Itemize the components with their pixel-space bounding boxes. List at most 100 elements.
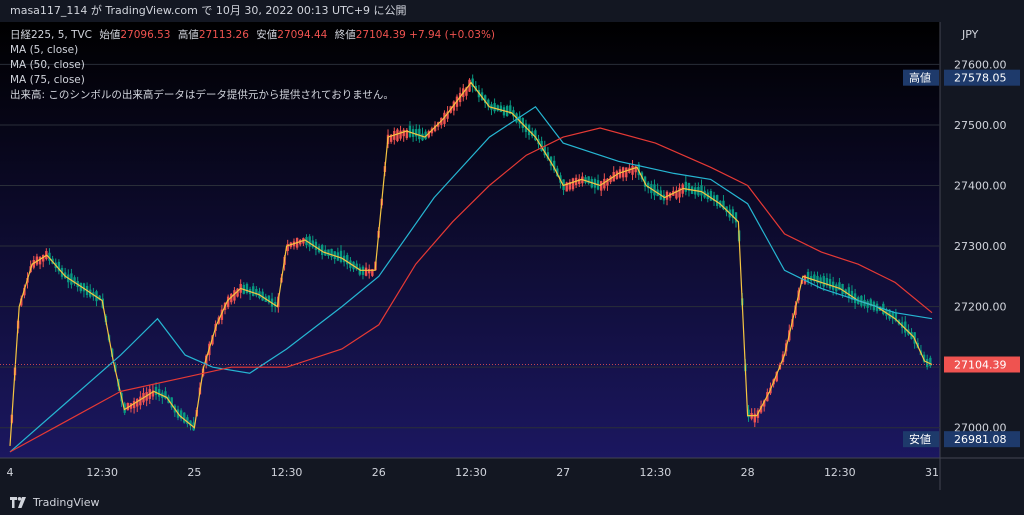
ma-line-0 bbox=[9, 81, 933, 446]
time-tick-1: 12:30 bbox=[86, 466, 118, 479]
candle-body bbox=[389, 134, 393, 142]
time-tick-5: 12:30 bbox=[455, 466, 487, 479]
candle-body bbox=[552, 160, 556, 171]
candle-body bbox=[320, 245, 324, 255]
candle-body bbox=[73, 277, 76, 284]
candle-body bbox=[157, 389, 161, 397]
ma75-legend[interactable]: MA (75, close) bbox=[10, 74, 85, 86]
candle-body bbox=[308, 236, 311, 247]
candle-body bbox=[838, 282, 841, 291]
candle-body bbox=[483, 95, 487, 103]
open-label: 始値 bbox=[99, 29, 121, 41]
candle-body bbox=[847, 287, 851, 298]
candle-body bbox=[355, 263, 358, 270]
candle-body bbox=[562, 179, 565, 190]
candle-body bbox=[775, 371, 778, 382]
candle-body bbox=[762, 400, 766, 407]
candle-body bbox=[665, 191, 669, 200]
low-label: 安値 bbox=[256, 29, 278, 41]
candle-body bbox=[543, 145, 546, 156]
candle-body bbox=[415, 129, 418, 137]
candle-body bbox=[518, 116, 521, 124]
candle-body bbox=[521, 117, 525, 128]
candle-body bbox=[753, 413, 756, 423]
candle-body bbox=[747, 409, 750, 418]
candle-body bbox=[512, 110, 515, 117]
candle-body bbox=[603, 178, 606, 189]
candle-body bbox=[465, 87, 468, 96]
candle-body bbox=[186, 417, 189, 425]
time-tick-6: 27 bbox=[556, 466, 570, 479]
candle-body bbox=[98, 295, 101, 301]
candle-body bbox=[835, 284, 838, 292]
candle-body bbox=[330, 248, 333, 258]
candle-body bbox=[405, 129, 409, 139]
change-value: +7.94 (+0.03%) bbox=[409, 29, 496, 41]
candle-body bbox=[509, 105, 512, 114]
candle-body bbox=[904, 321, 907, 333]
candle-body bbox=[922, 354, 926, 362]
candle-body bbox=[286, 243, 289, 251]
candle-body bbox=[346, 255, 349, 265]
candle-body bbox=[734, 212, 738, 223]
candle-body bbox=[722, 200, 725, 210]
candle-body bbox=[20, 298, 23, 306]
close-value: 27104.39 bbox=[355, 29, 406, 41]
time-tick-10: 31 bbox=[925, 466, 939, 479]
high-marker-tag: 高値 bbox=[909, 71, 931, 85]
candle-body bbox=[687, 182, 691, 191]
price-tick-4: 27200.00 bbox=[954, 301, 1007, 314]
candle-body bbox=[813, 274, 816, 282]
candle-body bbox=[534, 130, 537, 141]
candle-body bbox=[487, 99, 490, 107]
candle-body bbox=[255, 288, 258, 296]
candle-body bbox=[712, 195, 716, 202]
candle-body bbox=[183, 412, 186, 423]
candle-body bbox=[715, 195, 719, 206]
ma5-legend[interactable]: MA (5, close) bbox=[10, 44, 79, 56]
time-tick-3: 12:30 bbox=[271, 466, 303, 479]
candle-body bbox=[230, 293, 233, 303]
candle-body bbox=[606, 178, 609, 186]
candle-body bbox=[869, 299, 872, 307]
candle-body bbox=[364, 267, 368, 276]
candle-body bbox=[399, 130, 402, 139]
ma50-legend[interactable]: MA (50, close) bbox=[10, 59, 85, 71]
candle-body bbox=[123, 403, 126, 413]
candle-body bbox=[684, 181, 688, 192]
high-marker-tag-box bbox=[903, 69, 939, 86]
candle-body bbox=[709, 191, 713, 201]
candle-body bbox=[891, 311, 894, 319]
candle-body bbox=[35, 256, 39, 265]
time-tick-9: 12:30 bbox=[824, 466, 856, 479]
candle-body bbox=[132, 400, 136, 409]
candle-body bbox=[273, 301, 277, 307]
tradingview-logo[interactable]: TradingView bbox=[10, 496, 99, 509]
candle-body bbox=[427, 131, 430, 138]
candle-body bbox=[164, 391, 167, 399]
candle-body bbox=[151, 390, 155, 397]
candle-body bbox=[653, 184, 656, 196]
chart-legend: 日経225, 5, TVC 始値27096.53 高値27113.26 安値27… bbox=[10, 28, 495, 103]
candle-body bbox=[634, 166, 637, 173]
currency-label: JPY bbox=[961, 28, 979, 41]
candle-body bbox=[396, 129, 399, 142]
symbol-label[interactable]: 日経225, 5, TVC bbox=[10, 29, 93, 41]
candle-body bbox=[139, 396, 142, 406]
candle-body bbox=[41, 254, 45, 262]
price-tick-3: 27300.00 bbox=[954, 240, 1007, 253]
candle-body bbox=[675, 190, 678, 199]
candle-body bbox=[424, 131, 427, 140]
candle-body bbox=[408, 125, 412, 137]
candle-body bbox=[189, 420, 192, 426]
candle-body bbox=[252, 286, 255, 297]
candle-body bbox=[421, 133, 424, 141]
price-chart[interactable]: JPY 27600.00 27500.00 27400.00 27300.00 27200… bbox=[0, 22, 1024, 490]
candle-body bbox=[493, 103, 496, 112]
candle-body bbox=[179, 410, 183, 419]
candle-body bbox=[245, 283, 249, 294]
candle-body bbox=[888, 309, 891, 319]
ma-line-2 bbox=[9, 127, 933, 453]
chart-area[interactable]: JPY 27600.00 27500.00 27400.00 27300.00 27200… bbox=[0, 22, 1024, 490]
volume-note: 出来高: このシンボルの出来高データはデータ提供元から提供されておりません。 bbox=[10, 89, 394, 101]
